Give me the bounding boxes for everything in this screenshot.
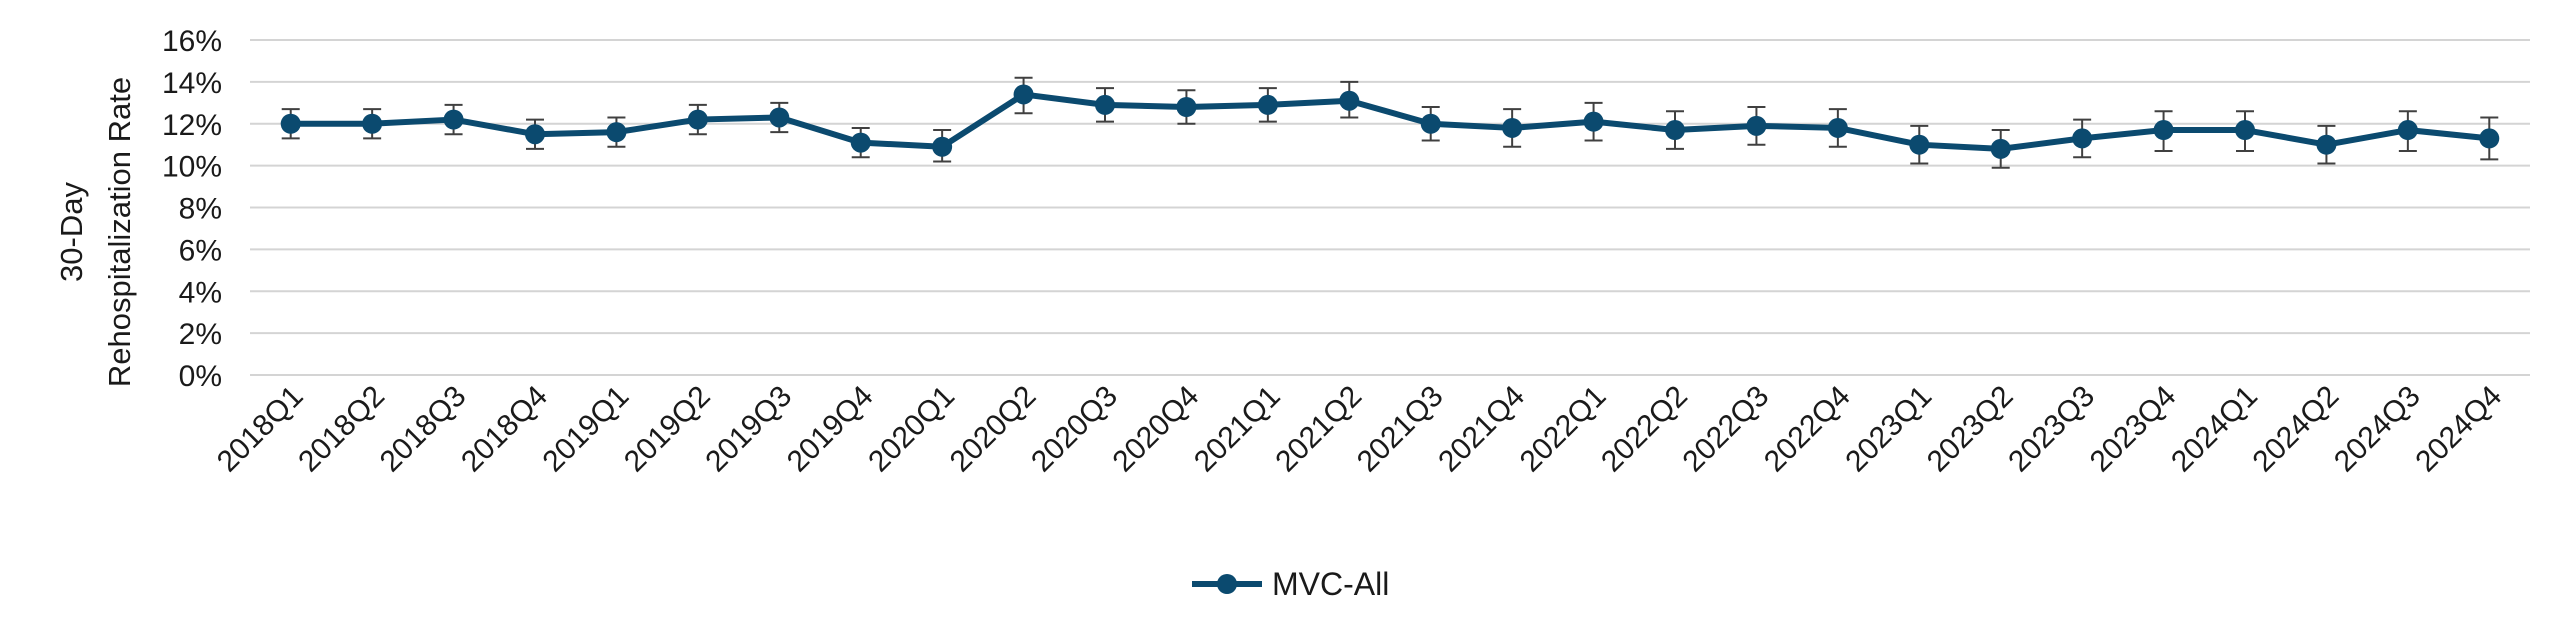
data-point <box>2316 134 2337 155</box>
data-point <box>1013 84 1034 105</box>
y-tick-label: 6% <box>179 234 222 267</box>
data-point <box>2153 120 2174 141</box>
data-point <box>280 113 301 134</box>
y-tick-label: 4% <box>179 276 222 309</box>
y-tick-label: 16% <box>162 25 222 58</box>
x-tick-label: 2023Q3 <box>2002 380 2101 479</box>
x-tick-label: 2020Q4 <box>1107 380 1206 479</box>
x-tick-label: 2019Q4 <box>781 380 880 479</box>
data-point <box>2072 128 2093 149</box>
y-tick-label: 10% <box>162 151 222 184</box>
data-point <box>1339 90 1360 111</box>
x-tick-label: 2019Q2 <box>618 380 717 479</box>
x-tick-label: 2022Q2 <box>1595 380 1694 479</box>
gridlines <box>250 39 2530 376</box>
data-point <box>850 132 871 153</box>
data-point <box>443 109 464 130</box>
data-point <box>687 109 708 130</box>
x-tick-label: 2019Q3 <box>699 380 798 479</box>
y-tick-label: 8% <box>179 193 222 226</box>
data-point <box>1502 117 1523 138</box>
data-point <box>1746 115 1767 136</box>
x-tick-label: 2022Q1 <box>1514 380 1613 479</box>
data-point <box>1909 134 1930 155</box>
data-point <box>1665 120 1685 141</box>
data-point <box>1095 94 1115 115</box>
x-tick-label: 2024Q1 <box>2165 380 2264 479</box>
y-tick-label: 12% <box>162 109 222 142</box>
data-point <box>2235 120 2255 141</box>
x-tick-label: 2023Q2 <box>1921 380 2020 479</box>
data-point <box>525 124 545 145</box>
data-point <box>932 136 953 157</box>
data-point <box>1176 97 1197 117</box>
y-tick-label: 0% <box>179 360 222 393</box>
x-tick-label: 2018Q1 <box>211 380 310 479</box>
x-tick-label: 2023Q4 <box>2084 380 2183 479</box>
data-point <box>2479 128 2500 149</box>
series-line <box>287 91 2493 152</box>
x-tick-label: 2024Q3 <box>2328 380 2427 479</box>
data-point <box>606 122 627 143</box>
x-tick-label: 2023Q1 <box>1839 380 1938 479</box>
x-tick-label: 2018Q4 <box>455 380 554 479</box>
data-point <box>362 113 383 134</box>
data-point <box>1827 117 1848 138</box>
x-tick-label: 2024Q4 <box>2409 380 2508 479</box>
y-tick-label: 14% <box>162 67 222 100</box>
x-tick-label: 2018Q3 <box>374 380 473 479</box>
x-tick-label: 2022Q4 <box>1758 380 1857 479</box>
y-tick-label: 2% <box>179 318 222 351</box>
y-axis-ticks: 0% 2% 4% 6% 8% 10% 12% 14% 16% <box>162 25 222 393</box>
x-tick-label: 2024Q2 <box>2247 380 2346 479</box>
data-point <box>2397 120 2418 141</box>
legend: MVC-All <box>1192 566 1389 602</box>
x-tick-label: 2019Q1 <box>537 380 636 479</box>
y-axis-title: 30-Day Rehospitalization Rate <box>54 77 137 387</box>
data-point <box>1420 113 1441 134</box>
x-tick-label: 2020Q1 <box>862 380 961 479</box>
x-tick-label: 2021Q3 <box>1351 380 1450 479</box>
legend-label-mvc-all: MVC-All <box>1272 566 1389 602</box>
y-axis-title-line-2: Rehospitalization Rate <box>102 77 137 387</box>
y-axis-title-line-1: 30-Day <box>54 182 89 282</box>
x-tick-label: 2021Q2 <box>1269 380 1368 479</box>
x-axis-ticks: 2018Q12018Q22018Q32018Q42019Q12019Q22019… <box>211 380 2508 479</box>
legend-marker-swatch <box>1217 574 1237 594</box>
x-tick-label: 2020Q3 <box>1025 380 1124 479</box>
x-tick-label: 2020Q2 <box>944 380 1043 479</box>
series-mvc-all <box>280 84 2500 159</box>
data-point <box>1257 94 1278 115</box>
x-tick-label: 2021Q4 <box>1432 380 1531 479</box>
data-point <box>1990 138 2011 159</box>
data-point <box>769 107 790 128</box>
x-tick-label: 2021Q1 <box>1188 380 1287 479</box>
x-tick-label: 2022Q3 <box>1677 380 1776 479</box>
data-point <box>1583 111 1604 132</box>
x-tick-label: 2018Q2 <box>292 380 391 479</box>
